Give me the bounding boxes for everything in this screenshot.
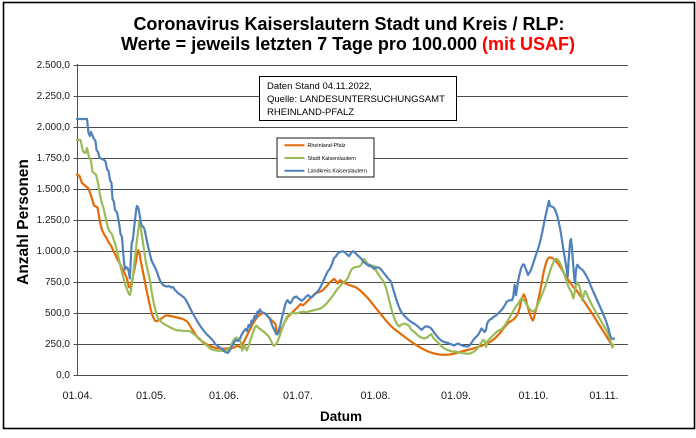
svg-text:1.250,0: 1.250,0 xyxy=(37,215,71,226)
svg-text:01.07.: 01.07. xyxy=(283,390,313,402)
svg-text:01.04.: 01.04. xyxy=(62,390,92,402)
svg-text:Stadt Kaiserslautern: Stadt Kaiserslautern xyxy=(308,156,357,162)
svg-text:01.09.: 01.09. xyxy=(441,390,471,402)
svg-text:01.11.: 01.11. xyxy=(589,390,618,402)
svg-text:01.06.: 01.06. xyxy=(209,390,239,402)
svg-text:0,0: 0,0 xyxy=(56,370,70,381)
svg-text:01.08.: 01.08. xyxy=(360,390,390,402)
svg-text:01.10.: 01.10. xyxy=(518,390,548,402)
svg-text:Rheinland-Pfalz: Rheinland-Pfalz xyxy=(308,143,346,149)
svg-text:Landkreis Kaiserslautern: Landkreis Kaiserslautern xyxy=(308,169,367,175)
svg-text:Coronavirus Kaiserslautern Sta: Coronavirus Kaiserslautern Stadt und Kre… xyxy=(133,14,564,34)
svg-text:Werte = jeweils letzten 7 Tage: Werte = jeweils letzten 7 Tage pro 100.0… xyxy=(121,34,575,54)
svg-text:750,0: 750,0 xyxy=(45,277,70,288)
svg-text:01.05.: 01.05. xyxy=(136,390,166,402)
svg-text:2.000,0: 2.000,0 xyxy=(37,122,71,133)
svg-text:1.750,0: 1.750,0 xyxy=(37,153,71,164)
svg-text:RHEINLAND-PFALZ: RHEINLAND-PFALZ xyxy=(267,107,354,118)
svg-text:Quelle: LANDESUNTERSUCHUNGSAMT: Quelle: LANDESUNTERSUCHUNGSAMT xyxy=(267,94,445,105)
svg-text:2.500,0: 2.500,0 xyxy=(37,60,71,71)
svg-text:Daten Stand 04.11.2022,: Daten Stand 04.11.2022, xyxy=(267,81,372,92)
svg-text:Datum: Datum xyxy=(320,409,362,424)
svg-text:1.500,0: 1.500,0 xyxy=(37,184,71,195)
svg-text:1.000,0: 1.000,0 xyxy=(37,246,71,257)
svg-text:2.250,0: 2.250,0 xyxy=(37,91,71,102)
svg-text:Anzahl Personen: Anzahl Personen xyxy=(15,159,32,285)
svg-text:500,0: 500,0 xyxy=(45,308,70,319)
svg-text:250,0: 250,0 xyxy=(45,339,70,350)
